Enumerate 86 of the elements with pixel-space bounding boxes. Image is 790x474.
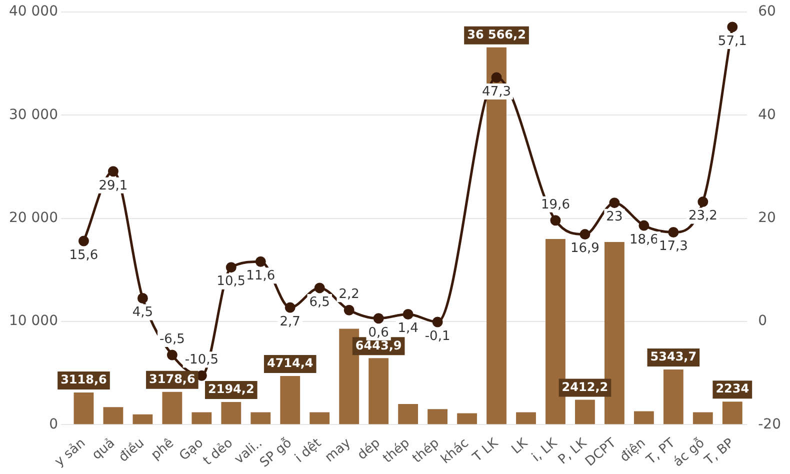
point	[373, 313, 384, 324]
data-label: 0,6	[368, 325, 389, 340]
point	[432, 316, 443, 328]
data-label: 10,5	[216, 274, 246, 290]
bar	[192, 412, 212, 424]
data-label: 2,2	[338, 287, 360, 302]
y-tick-label: 0	[49, 416, 58, 432]
x-tick-label: i dệt	[292, 436, 324, 466]
point	[402, 309, 414, 320]
point	[226, 262, 236, 273]
data-label: 2,7	[280, 314, 300, 330]
point	[108, 166, 118, 177]
bar	[310, 412, 330, 424]
data-label: 17,3	[658, 239, 688, 254]
y-tick-label: 30 000	[8, 106, 58, 123]
data-label: 2234	[716, 382, 750, 396]
data-label: 4714,4	[266, 356, 314, 370]
bar	[250, 412, 271, 424]
point	[255, 256, 266, 267]
x-tick-label: T LK	[470, 435, 502, 466]
data-label: 11,6	[246, 268, 276, 284]
data-label: 3118,6	[60, 372, 107, 387]
bar	[428, 409, 448, 424]
point	[609, 198, 620, 208]
data-label: 19,6	[541, 197, 570, 212]
data-label: 6443,9	[355, 338, 402, 352]
bar	[368, 358, 389, 424]
bar	[722, 402, 742, 424]
point	[284, 302, 296, 313]
data-label: 2412,2	[562, 380, 608, 394]
bar	[575, 400, 595, 424]
point	[137, 293, 148, 304]
bar	[74, 392, 94, 424]
x-tick-label: t dẻo	[200, 436, 236, 469]
data-label: 29,1	[98, 178, 128, 194]
bar	[132, 414, 153, 424]
point	[638, 220, 650, 231]
y-tick-label: 10 000	[8, 313, 58, 330]
y-tick-label: 40 000	[8, 4, 58, 20]
bar	[663, 370, 684, 424]
y2-tick-label: 20	[758, 210, 776, 226]
bar	[516, 412, 536, 424]
data-label: 16,9	[570, 241, 600, 256]
bar	[457, 413, 477, 424]
x-tick-label: quả	[90, 436, 118, 463]
data-label: 4,5	[132, 305, 154, 320]
data-label: 5343,7	[650, 350, 697, 364]
point	[668, 226, 679, 238]
point	[314, 282, 325, 294]
bar	[280, 376, 300, 424]
data-label: 57,1	[718, 34, 747, 49]
x-tick-label: điều	[116, 435, 148, 466]
point	[491, 72, 502, 83]
point	[550, 215, 561, 226]
data-label: 23,2	[688, 208, 718, 224]
data-label: -10,5	[184, 352, 218, 368]
bar	[692, 412, 713, 424]
bar	[103, 407, 124, 424]
data-label: 23	[606, 210, 623, 225]
data-label: 47,3	[482, 84, 511, 100]
y2-tick-label: -20	[758, 416, 782, 432]
y-tick-label: 20 000	[8, 210, 58, 226]
point	[698, 196, 708, 208]
data-label: 6,5	[309, 294, 330, 310]
x-tick-label: LK	[509, 435, 532, 458]
y2-tick-label: 0	[758, 313, 768, 330]
x-tick-label: y sản	[52, 436, 88, 470]
point	[580, 229, 590, 240]
data-label: -0,1	[424, 328, 450, 344]
point	[727, 22, 738, 32]
data-label: 3178,6	[149, 372, 196, 386]
bar	[398, 404, 418, 424]
bar	[221, 402, 242, 424]
bar	[162, 392, 182, 424]
data-label: 36 566,2	[467, 28, 526, 42]
data-label: 1,4	[398, 321, 418, 336]
data-label: 2194,2	[208, 382, 254, 396]
point	[344, 304, 354, 316]
bar	[634, 411, 654, 424]
data-label: 18,6	[629, 232, 658, 248]
y2-tick-label: 40	[758, 106, 776, 123]
point	[78, 236, 89, 246]
y2-tick-label: 60	[758, 4, 776, 20]
data-label: 15,6	[69, 248, 98, 263]
data-label: -6,5	[159, 332, 185, 347]
point	[166, 350, 178, 360]
